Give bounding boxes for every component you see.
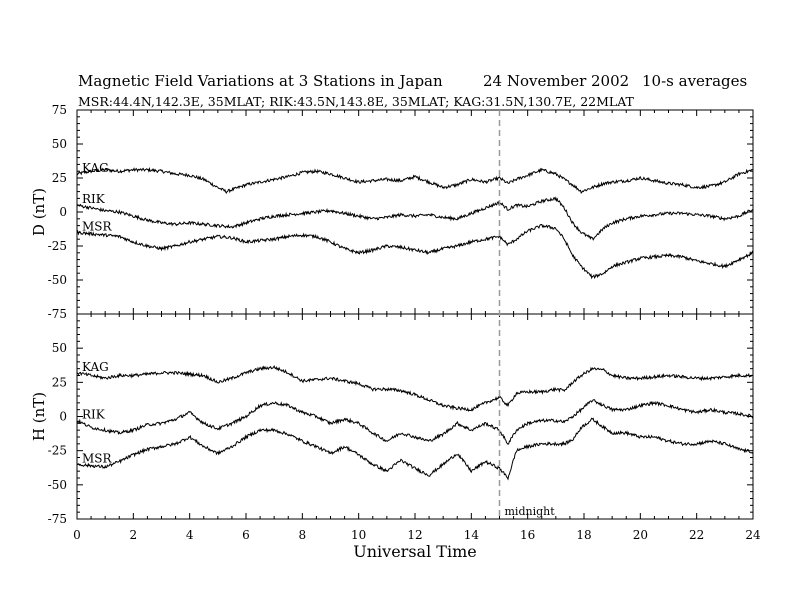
y-tick-label: 0 [59,410,67,424]
x-tick-label: 18 [576,528,591,542]
x-tick-label: 4 [186,528,194,542]
x-tick-label: 14 [464,528,480,542]
x-tick-label: 20 [633,528,648,542]
series-line-msr [76,417,754,481]
chart-panels: -75 -50 -25 0 25 50 75 D (nT) KAG RIK MSR -75 -50 -25… [30,103,754,526]
x-tick-label: 8 [299,528,307,542]
x-tick-label: 2 [130,528,138,542]
y-tick-label: 25 [52,171,67,185]
series-line-kag [76,365,754,412]
panel-frame [76,109,754,315]
station-coordinates: MSR:44.4N,142.3E, 35MLAT; RIK:43.5N,143.… [78,94,634,109]
y-tick-label: -50 [48,478,67,492]
y-tick-label: -50 [48,273,67,287]
averaging-label: 10-s averages [642,72,748,90]
y-tick-label: 50 [52,137,67,151]
y-tick-label: -25 [48,444,67,458]
panel-H: -75 -50 -25 0 25 50 H (nT) KAG RIK MSR [30,313,754,526]
series-label-rik: RIK [82,408,106,422]
series-line-msr [76,224,754,280]
x-tick-label: 16 [520,528,535,542]
y-tick-label: 50 [52,341,67,355]
x-tick-label: 6 [242,528,250,542]
series-line-rik [76,196,754,241]
series-line-kag [76,166,754,195]
x-tick-label: 0 [73,528,81,542]
x-tick-label: 12 [407,528,422,542]
y-tick-label: 25 [52,375,67,389]
series-label-rik: RIK [82,192,106,206]
panel-frame [76,313,754,520]
y-tick-label: 0 [59,205,67,219]
x-tick-label: 24 [745,528,761,542]
series-label-msr: MSR [82,451,113,465]
x-tick-label: 22 [689,528,704,542]
y-tick-label: -75 [48,512,67,526]
y-axis-label: D (nT) [30,188,48,236]
y-tick-label: 75 [52,103,67,117]
series-label-kag: KAG [82,161,109,175]
x-axis-label: Universal Time [353,542,476,561]
midnight-marker-label: midnight [505,505,556,518]
series-label-msr: MSR [82,219,113,233]
series-line-rik [76,399,754,445]
y-axis-label: H (nT) [30,392,48,441]
chart-date: 24 November 2002 [483,72,630,90]
series-label-kag: KAG [82,360,109,374]
panel-D: -75 -50 -25 0 25 50 75 D (nT) KAG RIK MSR [30,103,754,321]
x-tick-label: 10 [351,528,366,542]
y-tick-label: -75 [48,307,67,321]
chart-title: Magnetic Field Variations at 3 Stations … [78,72,443,90]
y-tick-label: -25 [48,239,67,253]
